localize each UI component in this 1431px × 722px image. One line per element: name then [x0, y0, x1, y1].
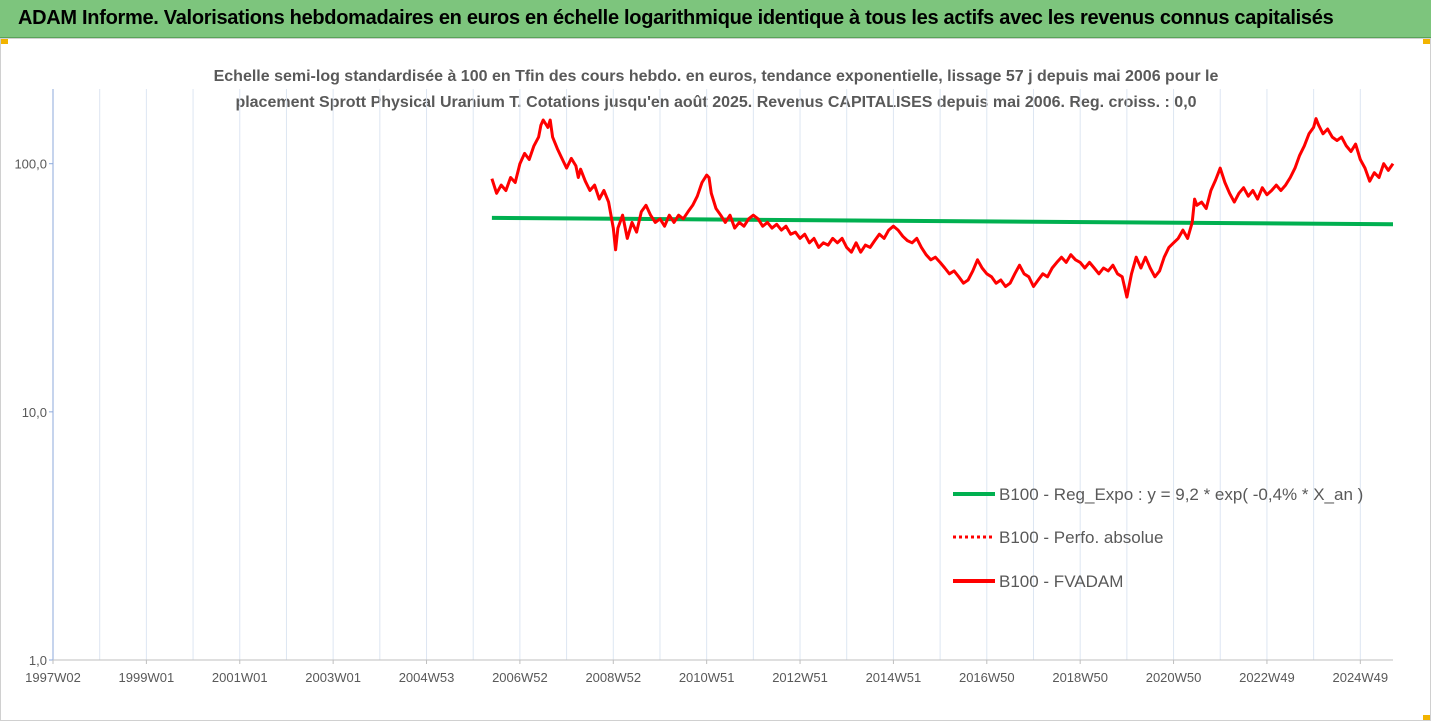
x-tick-label: 2004W53	[399, 670, 455, 685]
chart-svg: Echelle semi-log standardisée à 100 en T…	[1, 39, 1431, 722]
x-tick-label: 1997W02	[25, 670, 81, 685]
x-tick-label: 2018W50	[1052, 670, 1108, 685]
page-title: ADAM Informe. Valorisations hebdomadaire…	[18, 7, 1333, 30]
y-tick-label: 100,0	[14, 157, 47, 172]
legend: B100 - Reg_Expo : y = 9,2 * exp( -0,4% *…	[953, 485, 1363, 591]
x-tick-label: 2016W50	[959, 670, 1015, 685]
chart-area: Echelle semi-log standardisée à 100 en T…	[0, 38, 1431, 721]
x-tick-label: 2022W49	[1239, 670, 1295, 685]
x-tick-label: 2003W01	[305, 670, 361, 685]
y-tick-label: 10,0	[22, 405, 47, 420]
x-tick-label: 2006W52	[492, 670, 548, 685]
legend-label-0: B100 - Reg_Expo : y = 9,2 * exp( -0,4% *…	[999, 485, 1363, 504]
legend-label-1: B100 - Perfo. absolue	[999, 528, 1163, 547]
x-tick-label: 1999W01	[119, 670, 175, 685]
x-tick-label: 2001W01	[212, 670, 268, 685]
header-banner: ADAM Informe. Valorisations hebdomadaire…	[0, 0, 1431, 38]
x-tick-label: 2024W49	[1332, 670, 1388, 685]
legend-label-2: B100 - FVADAM	[999, 572, 1123, 591]
series-layer	[492, 119, 1393, 298]
chart-title-line-1: Echelle semi-log standardisée à 100 en T…	[214, 68, 1219, 85]
x-tick-label: 2020W50	[1146, 670, 1202, 685]
x-tick-label: 2014W51	[866, 670, 922, 685]
y-tick-label: 1,0	[29, 653, 47, 668]
x-tick-label: 2012W51	[772, 670, 828, 685]
series-line-2	[492, 119, 1393, 298]
x-tick-label: 2008W52	[585, 670, 641, 685]
series-line-0	[492, 218, 1393, 224]
x-tick-label: 2010W51	[679, 670, 735, 685]
